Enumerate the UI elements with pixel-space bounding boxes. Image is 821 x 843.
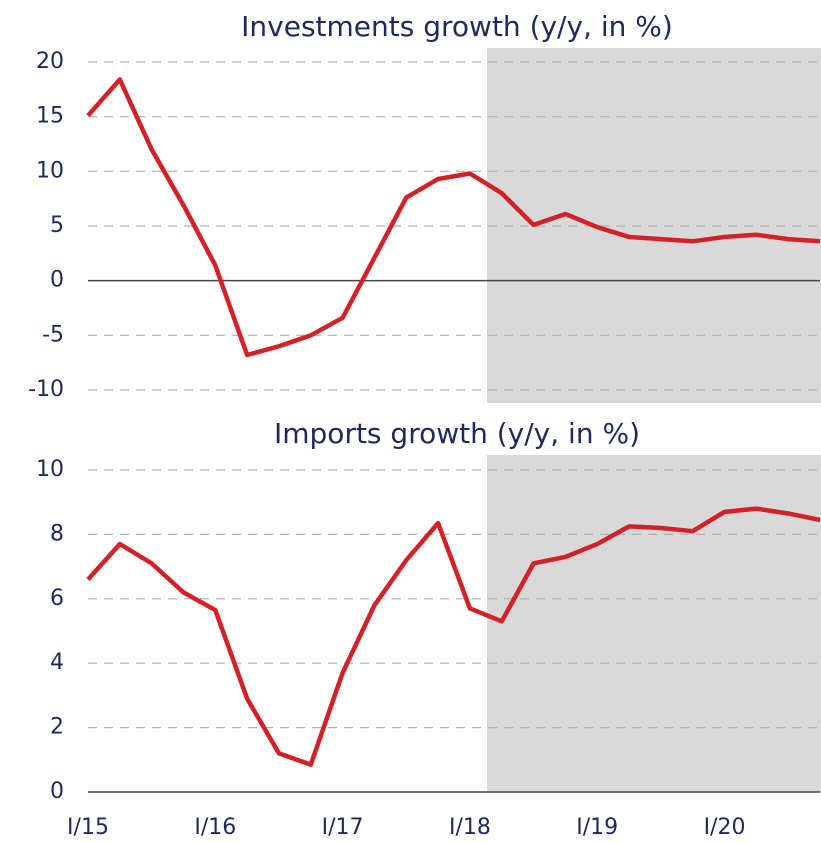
- x-tick-label: I/18: [449, 815, 491, 840]
- y-tick-label: 10: [36, 457, 64, 482]
- x-tick-label: I/17: [322, 815, 364, 840]
- chart-title: Imports growth (y/y, in %): [274, 417, 640, 450]
- y-tick-label: 10: [36, 158, 64, 183]
- x-tick-label: I/16: [194, 815, 236, 840]
- x-tick-label: I/19: [576, 815, 618, 840]
- data-line: [86, 77, 821, 358]
- y-tick-label: 8: [50, 521, 64, 546]
- y-tick-label: 15: [36, 104, 64, 129]
- x-tick-label: I/15: [67, 815, 109, 840]
- y-tick-label: 0: [50, 779, 64, 804]
- y-tick-label: 0: [50, 268, 64, 293]
- chart-title: Investments growth (y/y, in %): [241, 10, 673, 43]
- y-tick-label: 5: [50, 213, 64, 238]
- forecast-shade: [487, 455, 821, 792]
- y-tick-label: 2: [50, 715, 64, 740]
- y-tick-label: -5: [42, 322, 64, 347]
- data-line: [86, 506, 821, 767]
- y-tick-label: -10: [28, 377, 64, 402]
- y-tick-label: 20: [36, 49, 64, 74]
- x-tick-label: I/20: [704, 815, 746, 840]
- y-tick-label: 6: [50, 586, 64, 611]
- y-tick-label: 4: [50, 650, 64, 675]
